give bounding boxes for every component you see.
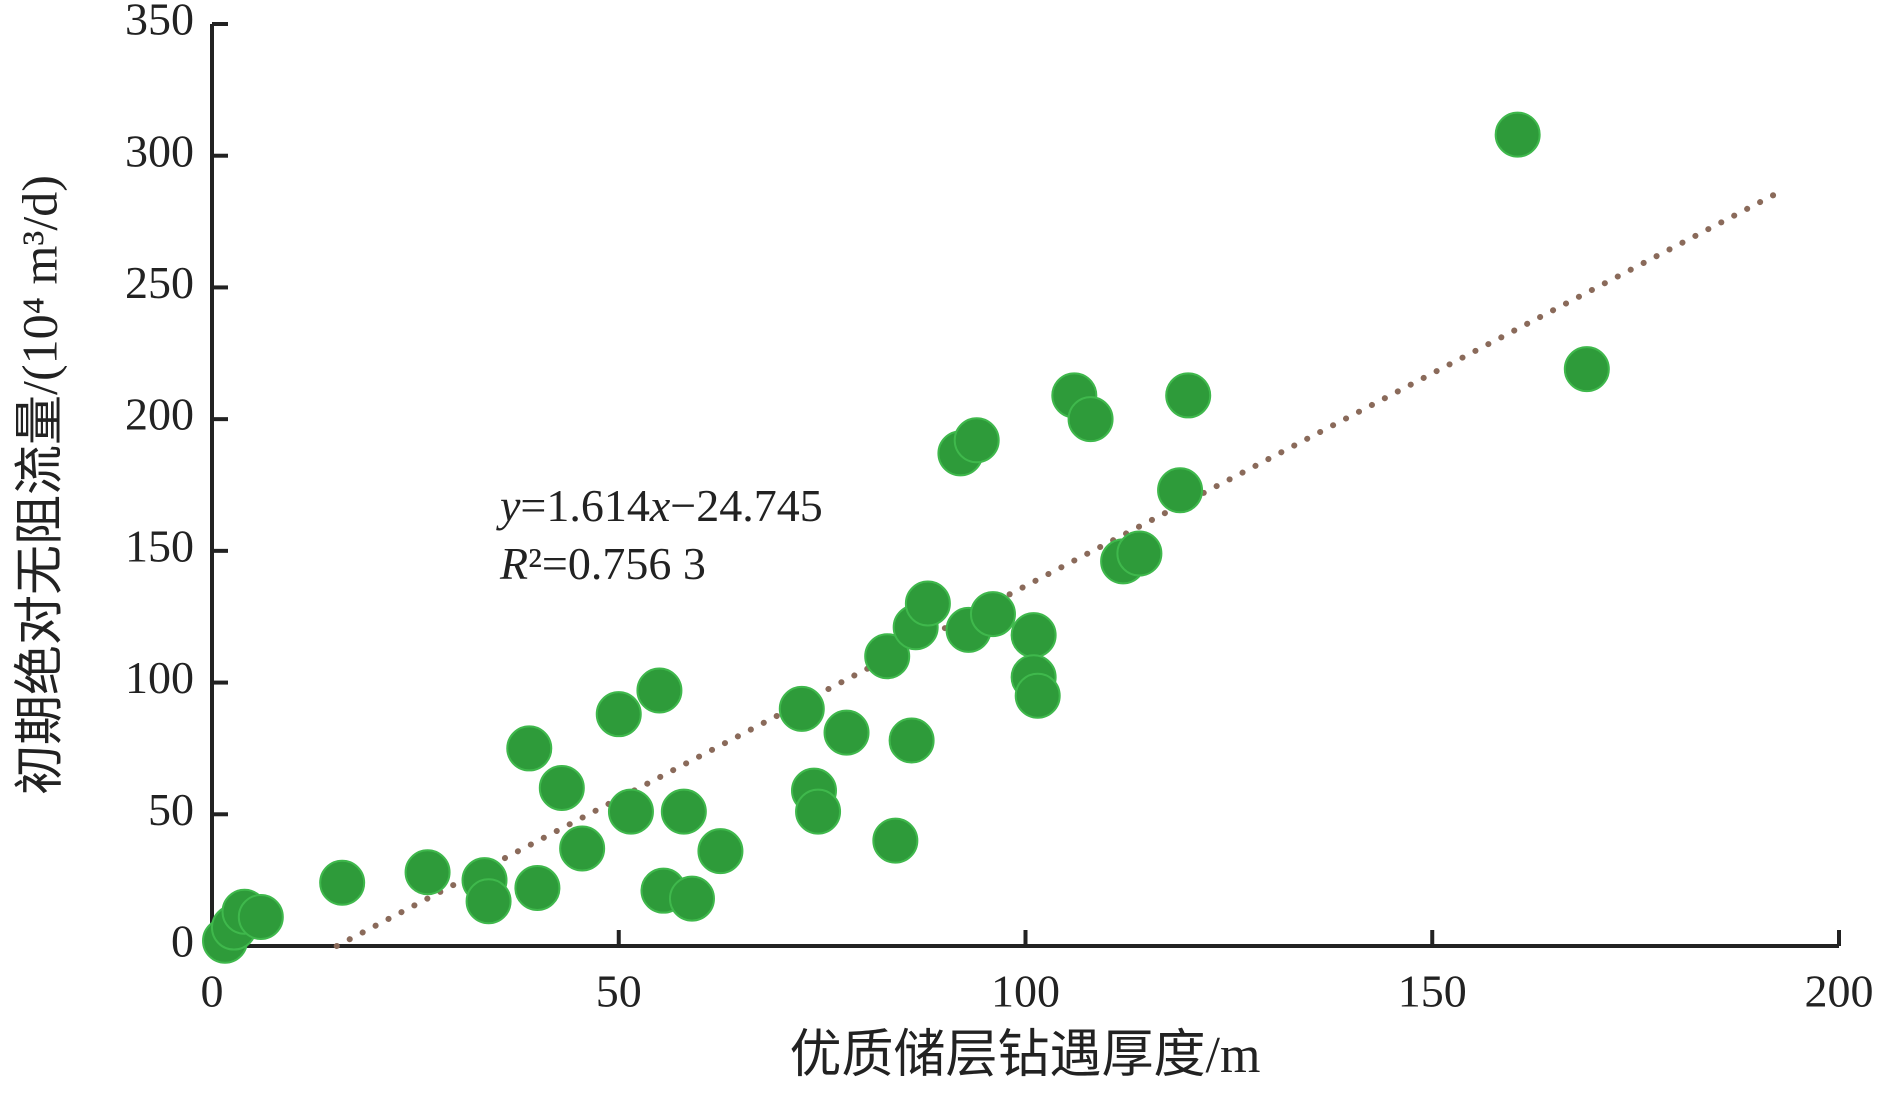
x-tick-label: 200: [1805, 966, 1874, 1017]
point: [1563, 346, 1610, 393]
y-tick-label: 250: [125, 257, 194, 308]
r2-label: R²=0.756 3: [499, 538, 706, 589]
x-tick-label: 0: [201, 966, 224, 1017]
point: [1494, 111, 1541, 158]
point: [636, 667, 683, 714]
point: [823, 709, 870, 756]
point: [904, 580, 951, 627]
x-axis-title: 优质储层钻遇厚度/m: [790, 1027, 1261, 1084]
trend-line: [333, 187, 1786, 949]
point: [872, 817, 919, 864]
y-tick-label: 300: [125, 125, 194, 176]
point: [319, 859, 366, 906]
equation-label: y=1.614x−24.745: [496, 480, 823, 531]
point: [668, 875, 715, 922]
y-tick-label: 50: [148, 784, 194, 835]
point: [697, 828, 744, 875]
point: [1116, 530, 1163, 577]
y-tick-label: 350: [125, 0, 194, 45]
point: [404, 849, 451, 896]
point: [514, 865, 561, 912]
point: [660, 788, 707, 835]
point: [1157, 467, 1204, 514]
point: [1010, 612, 1057, 659]
x-tick-label: 50: [596, 966, 642, 1017]
point: [888, 717, 935, 764]
point: [1067, 396, 1114, 443]
point: [1165, 372, 1212, 419]
point: [538, 764, 585, 811]
y-tick-label: 200: [125, 389, 194, 440]
point: [953, 417, 1000, 464]
point: [778, 685, 825, 732]
y-axis-title: 初期绝对无阻流量/(10⁴ m³/d): [11, 175, 67, 795]
y-tick-label: 0: [171, 916, 194, 967]
point: [465, 878, 512, 925]
point: [506, 725, 553, 772]
x-tick-label: 100: [991, 966, 1060, 1017]
point: [864, 633, 911, 680]
point: [795, 788, 842, 835]
point: [1014, 672, 1061, 719]
y-tick-label: 100: [125, 652, 194, 703]
x-tick-label: 150: [1398, 966, 1467, 1017]
point: [559, 825, 606, 872]
y-tick-label: 150: [125, 520, 194, 571]
point: [595, 691, 642, 738]
point: [607, 788, 654, 835]
point: [237, 894, 284, 941]
point: [969, 591, 1016, 638]
